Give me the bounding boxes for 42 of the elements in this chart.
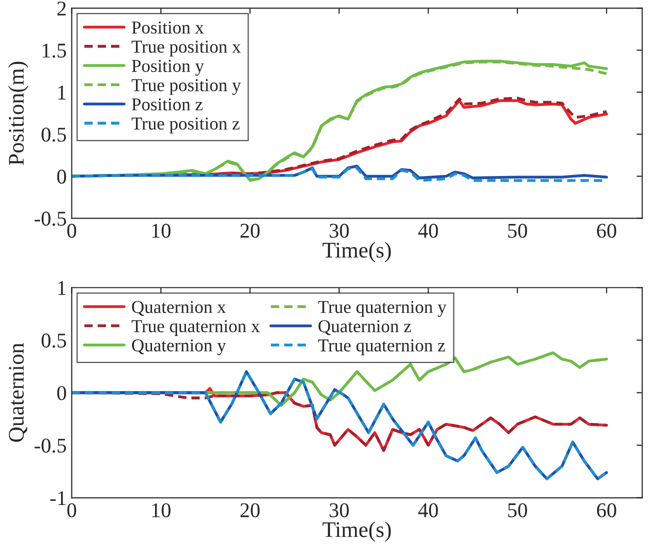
x-tick-label: 0 [67,503,76,518]
x-tick-label: 50 [508,503,528,518]
y-axis-title: Quaternion [8,343,28,442]
legend-label: Position z [132,98,203,110]
y-tick-label: 1.5 [42,44,66,58]
y-tick-label: 0.5 [42,334,66,348]
y-axis-title: Position(m) [8,62,28,166]
legend-label: Quaternion y [132,339,226,356]
x-tick-label: 10 [152,224,170,238]
x-tick-label: 40 [418,224,438,238]
legend-label: Quaternion z [318,320,412,336]
y-tick-label: -1 [50,491,66,505]
legend-label: True position z [132,118,240,134]
y-tick-label: -0.5 [34,438,66,453]
x-tick-label: 20 [240,224,260,238]
y-tick-label: 1 [58,86,66,100]
legend-label: True position x [132,40,241,56]
legend-label: Position x [132,21,204,34]
x-tick-label: 50 [508,224,528,238]
x-axis-title: Time(s) [322,242,391,262]
x-tick-label: 40 [418,503,438,518]
x-tick-label: 20 [240,503,260,518]
x-tick-label: 30 [330,224,349,238]
x-tick-label: 30 [330,503,349,518]
legend-label: Position y [132,60,204,76]
x-tick-label: 10 [152,503,170,518]
legend-label: True quaternion y [318,300,446,317]
legend-label: True quaternion z [318,339,446,356]
x-tick-label: 60 [597,224,616,238]
x-axis-title: Time(s) [322,522,391,542]
x-tick-label: 60 [597,503,616,518]
y-tick-label: 1 [58,281,66,295]
line-series [72,370,608,480]
y-tick-label: 2 [57,2,66,16]
x-tick-label: 0 [67,224,76,238]
legend-label: True position y [132,79,241,95]
y-tick-label: -0.5 [34,212,66,226]
y-tick-label: 0 [57,170,66,184]
y-tick-label: 0 [57,386,66,400]
legend-label: True quaternion x [132,320,260,336]
legend-label: Quaternion x [132,300,226,316]
y-tick-label: 0.5 [42,128,66,142]
